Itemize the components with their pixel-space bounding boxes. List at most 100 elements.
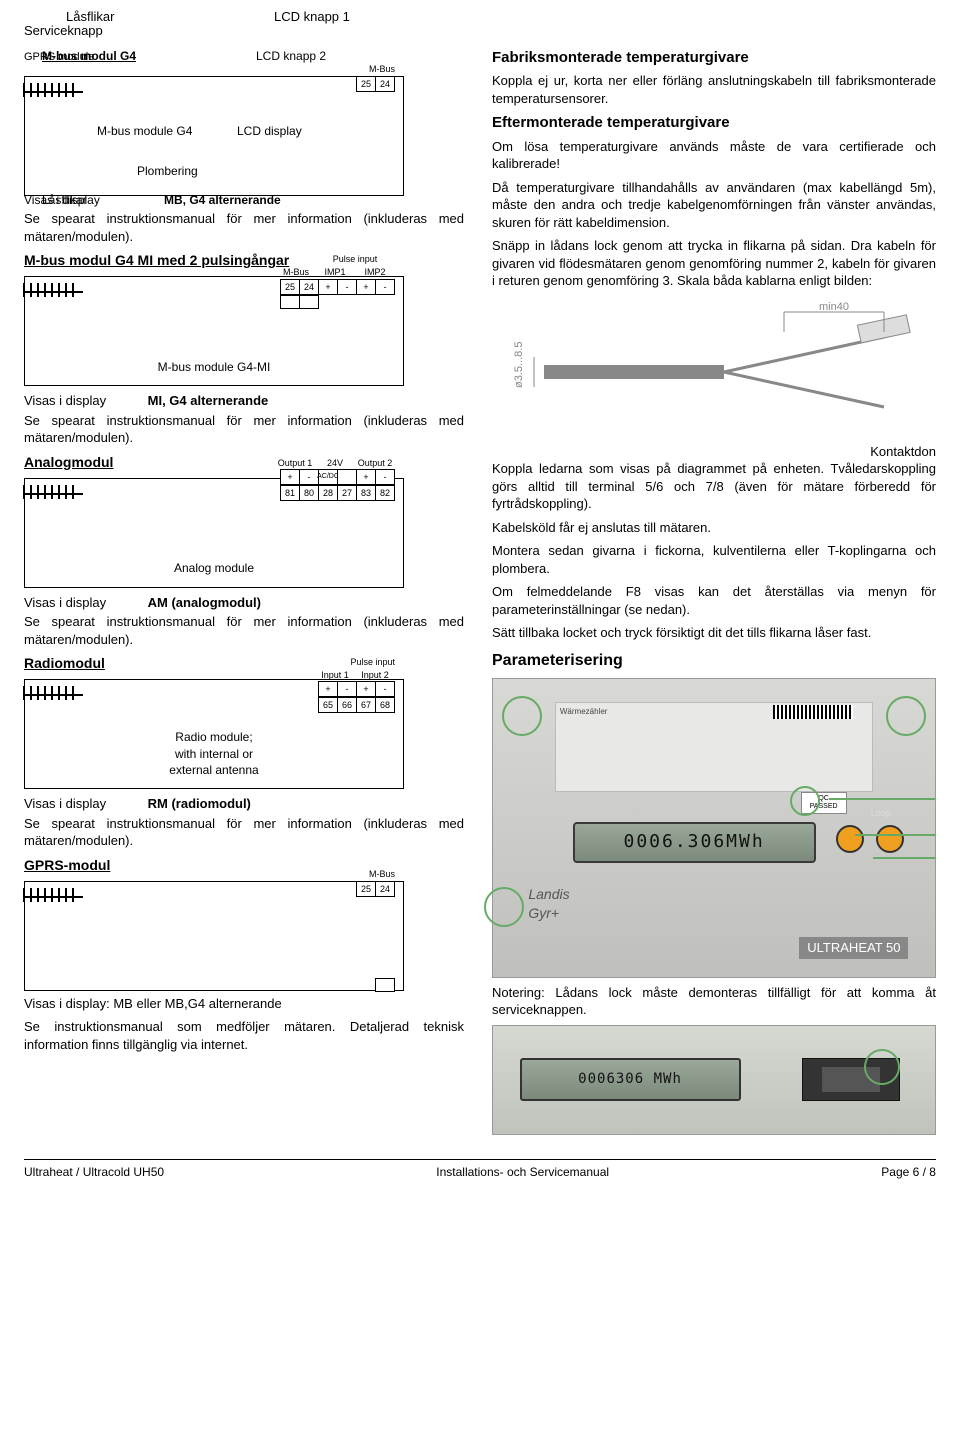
display-value: MI, G4 alternerande <box>148 393 269 408</box>
term-head: M-Bus <box>369 868 395 880</box>
right-column: Fabriksmonterade temperaturgivare Koppla… <box>492 48 936 1141</box>
display-value: MB, G4 alternerande <box>164 192 281 208</box>
head: Output 1 <box>275 457 315 469</box>
highlight-line <box>855 834 935 836</box>
footer-divider <box>24 1159 936 1160</box>
highlight-circle <box>886 696 926 736</box>
meter-button-right[interactable] <box>876 825 904 853</box>
module-text: Se spearat instruktionsmanual för mer in… <box>24 815 464 850</box>
label-lcd1: LCD knapp 1 <box>274 8 350 26</box>
module-text: Se spearat instruktionsmanual för mer in… <box>24 210 464 245</box>
para: Om felmeddelande F8 visas kan det återst… <box>492 583 936 618</box>
extra-terminal <box>375 978 395 992</box>
highlight-circle <box>864 1049 900 1085</box>
sign: - <box>375 681 395 697</box>
terminal: 24 <box>299 279 319 295</box>
imp1: IMP1 <box>315 266 355 278</box>
acdc: AC/DC <box>318 469 338 485</box>
terminal: 80 <box>299 485 319 501</box>
highlight-circle <box>790 786 820 816</box>
head: Output 2 <box>355 457 395 469</box>
display-line: Visas i display AM (analogmodul) <box>24 594 464 612</box>
sign: + <box>356 279 376 295</box>
cable-strip-diagram: min40 ø3.5...8.5 <box>492 302 936 432</box>
pulse-head: Pulse input <box>333 253 378 265</box>
diagram-g4mi: M-Bus Pulse input IMP1 IMP2 25 24 + - <box>24 276 404 386</box>
sign: - <box>337 279 357 295</box>
heading-analog: Analogmodul <box>24 453 464 472</box>
display-value: AM (analogmodul) <box>148 595 261 610</box>
terminal: 81 <box>280 485 300 501</box>
display-label: Visas i display <box>24 594 144 612</box>
terminal: 28 <box>318 485 338 501</box>
meter-photo: Wärmezähler QC PASSED 0006.306MWh Loop L… <box>492 678 936 978</box>
highlight-line <box>829 798 935 800</box>
terminal: 67 <box>356 697 376 713</box>
terminal-blank <box>280 295 300 309</box>
terminal: 25 <box>356 76 376 92</box>
min40-label: min40 <box>819 302 849 313</box>
meter-lcd: 0006.306MWh <box>573 822 816 864</box>
terminal: 27 <box>337 485 357 501</box>
lcd-display-label: LCD display <box>235 123 304 139</box>
comb-icon <box>23 83 83 101</box>
sign: + <box>356 469 376 485</box>
terminal: 83 <box>356 485 376 501</box>
in1: Input 1 <box>315 669 355 681</box>
terminal: 25 <box>356 881 376 897</box>
display-value: RM (radiomodul) <box>148 796 251 811</box>
diagram-mbus-g4: M-Bus 25 24 M-bus module G4 LCD display … <box>24 76 404 196</box>
gprs-text: Se instruktionsmanual som medföljer mäta… <box>24 1018 464 1053</box>
terminal: 24 <box>375 76 395 92</box>
label-serviceknapp: Serviceknapp <box>24 22 103 40</box>
para: Koppla ej ur, korta ner eller förläng an… <box>492 72 936 107</box>
sign: - <box>299 469 319 485</box>
label-lcd2: LCD knapp 2 <box>256 48 326 64</box>
sign: + <box>318 279 338 295</box>
meter-button-left[interactable] <box>836 825 864 853</box>
module-name: Analog module <box>63 560 365 576</box>
heading-radio: Radiomodul <box>24 654 464 673</box>
heading-efter: Eftermonterade temperaturgivare <box>492 113 936 133</box>
heading-g4mi: M-bus modul G4 MI med 2 pulsingångar <box>24 251 464 270</box>
module-text: Se spearat instruktionsmanual för mer in… <box>24 412 464 447</box>
sign: + <box>356 681 376 697</box>
diagram-analog: Output 1 24V Output 2 + - AC/DC + - 81 8… <box>24 478 404 588</box>
footer-mid: Installations- och Servicemanual <box>436 1164 609 1180</box>
head: 24V <box>315 457 355 469</box>
barcode-icon <box>773 705 853 719</box>
footer-right: Page 6 / 8 <box>881 1164 936 1180</box>
comb-icon <box>23 283 83 301</box>
sign: - <box>337 681 357 697</box>
diagram-gprs: M-Bus 25 24 <box>24 881 404 991</box>
sign: - <box>375 279 395 295</box>
para: Montera sedan givarna i fickorna, kulven… <box>492 542 936 577</box>
term-head-mbus: M-Bus <box>369 63 395 75</box>
terminal: 82 <box>375 485 395 501</box>
para: Om lösa temperaturgivare används måste d… <box>492 138 936 173</box>
terminal: 25 <box>280 279 300 295</box>
small-lcd: 0006306 MWh <box>520 1058 741 1101</box>
left-column: M-bus modul G4 GPRS module LCD knapp 2 M… <box>24 48 464 1141</box>
sign: - <box>375 469 395 485</box>
para: Snäpp in lådans lock genom att trycka in… <box>492 237 936 290</box>
para: Då temperaturgivare tillhandahålls av an… <box>492 179 936 232</box>
in2: Input 2 <box>355 669 395 681</box>
comb-icon <box>23 888 83 906</box>
brand-label: Landis Gyr+ <box>528 885 569 923</box>
imp2: IMP2 <box>355 266 395 278</box>
term-head: M-Bus <box>283 266 309 278</box>
model-label: ULTRAHEAT 50 <box>799 937 908 959</box>
diagram-radio: Pulse input Input 1 Input 2 + - + - 65 6… <box>24 679 404 789</box>
display-line: Visas i display RM (radiomodul) <box>24 795 464 813</box>
comb-icon <box>23 485 83 503</box>
module-name: M-bus module G4-MI <box>63 359 365 375</box>
heading-gprs: GPRS-modul <box>24 856 464 875</box>
comb-icon <box>23 686 83 704</box>
meter-nameplate: Wärmezähler <box>555 702 873 791</box>
terminal-blank <box>299 295 319 309</box>
module-name: M-bus module G4 <box>95 123 194 139</box>
loop-label: Loop <box>871 807 891 819</box>
label-gprs-overlap: GPRS module <box>24 50 94 65</box>
terminal: 68 <box>375 697 395 713</box>
